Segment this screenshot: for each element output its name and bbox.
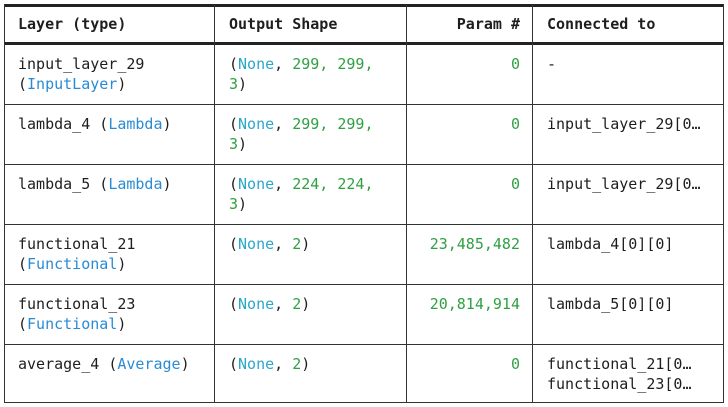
header-params: Param # [456, 15, 520, 33]
layer-cell: lambda_4 (Lambda) [18, 114, 210, 134]
param-count: 23,485,482 [429, 235, 520, 253]
shape-dims-continued: 3 [229, 135, 239, 153]
header-bottom-border [4, 42, 724, 45]
layer-type-open-paren: ( [18, 315, 28, 333]
row-divider [4, 284, 724, 285]
table-top-border [4, 4, 724, 7]
layer-type-open-paren: ( [99, 115, 109, 133]
param-count: 0 [510, 355, 520, 373]
shape-dims: 2 [292, 295, 302, 313]
layer-name: lambda_4 [18, 115, 91, 133]
layer-name: average_4 [18, 355, 100, 373]
row-divider [4, 104, 724, 105]
param-count: 20,814,914 [429, 295, 520, 313]
connected-to-secondary: functional_23[0… [547, 375, 692, 393]
layer-type-close-paren: ) [117, 315, 127, 333]
connected-to: lambda_5[0][0] [547, 295, 674, 313]
shape-none: None [238, 175, 275, 193]
output-shape-cell: (None, 299, 299, 3) [229, 115, 374, 153]
shape-dims: 2 [292, 235, 302, 253]
connected-to: functional_21[0… [547, 355, 692, 373]
connected-to-cell: lambda_5[0][0] [547, 294, 721, 314]
output-shape-cell: (None, 2) [229, 295, 311, 313]
shape-none: None [238, 355, 275, 373]
row-divider [4, 164, 724, 165]
row-divider [4, 224, 724, 225]
output-shape-cell: (None, 2) [229, 355, 311, 373]
shape-dims-continued: 3 [229, 195, 239, 213]
shape-none: None [238, 235, 275, 253]
layer-name: functional_21 [18, 235, 136, 253]
layer-name: input_layer_29 [18, 55, 145, 73]
layer-type-open-paren: ( [18, 75, 28, 93]
layer-cell: functional_23 (Functional) [18, 294, 210, 334]
layer-cell: functional_21 (Functional) [18, 234, 210, 274]
layer-type: Functional [27, 315, 118, 333]
output-shape-cell: (None, 2) [229, 235, 311, 253]
connected-to-cell: functional_21[0… functional_23[0… [547, 354, 721, 394]
layer-type-close-paren: ) [180, 355, 190, 373]
connected-to: - [547, 55, 557, 73]
shape-dims: 299, 299, [292, 115, 374, 133]
connected-to-cell: lambda_4[0][0] [547, 234, 721, 254]
param-count: 0 [510, 175, 520, 193]
param-count: 0 [510, 115, 520, 133]
layer-name: lambda_5 [18, 175, 91, 193]
connected-to: input_layer_29[0… [547, 175, 701, 193]
connected-to: lambda_4[0][0] [547, 235, 674, 253]
layer-type: Lambda [108, 115, 163, 133]
connected-to: input_layer_29[0… [547, 115, 701, 133]
layer-type-close-paren: ) [117, 75, 127, 93]
layer-type-close-paren: ) [117, 255, 127, 273]
layer-type: Functional [27, 255, 118, 273]
shape-none: None [238, 295, 275, 313]
layer-name: functional_23 [18, 295, 136, 313]
shape-dims: 2 [292, 355, 302, 373]
layer-type-open-paren: ( [18, 255, 28, 273]
layer-type-close-paren: ) [162, 175, 172, 193]
row-divider [4, 344, 724, 345]
shape-none: None [238, 55, 275, 73]
shape-dims: 224, 224, [292, 175, 374, 193]
layer-type: InputLayer [27, 75, 118, 93]
header-layer: Layer (type) [18, 15, 127, 33]
layer-type-open-paren: ( [99, 175, 109, 193]
layer-cell: average_4 (Average) [18, 354, 210, 374]
layer-type: Average [117, 355, 181, 373]
output-shape-cell: (None, 224, 224, 3) [229, 175, 374, 213]
layer-cell: input_layer_29 (InputLayer) [18, 54, 210, 94]
shape-dims-continued: 3 [229, 75, 239, 93]
layer-type: Lambda [108, 175, 163, 193]
layer-type-open-paren: ( [108, 355, 118, 373]
table-left-border [4, 4, 5, 403]
layer-cell: lambda_5 (Lambda) [18, 174, 210, 194]
connected-to-cell: input_layer_29[0… [547, 174, 721, 194]
table-right-border [723, 4, 724, 403]
column-divider [532, 4, 533, 403]
shape-none: None [238, 115, 275, 133]
model-summary-table: Layer (type) Output Shape Param # Connec… [4, 4, 724, 403]
connected-to-cell: input_layer_29[0… [547, 114, 721, 134]
connected-to-cell: - [547, 54, 721, 74]
column-divider [406, 4, 407, 403]
output-shape-cell: (None, 299, 299, 3) [229, 55, 374, 93]
header-output-shape: Output Shape [229, 15, 338, 33]
table-bottom-border [4, 402, 724, 403]
header-connected-to: Connected to [547, 15, 656, 33]
layer-type-close-paren: ) [162, 115, 172, 133]
shape-dims: 299, 299, [292, 55, 374, 73]
param-count: 0 [510, 55, 520, 73]
column-divider [214, 4, 215, 403]
